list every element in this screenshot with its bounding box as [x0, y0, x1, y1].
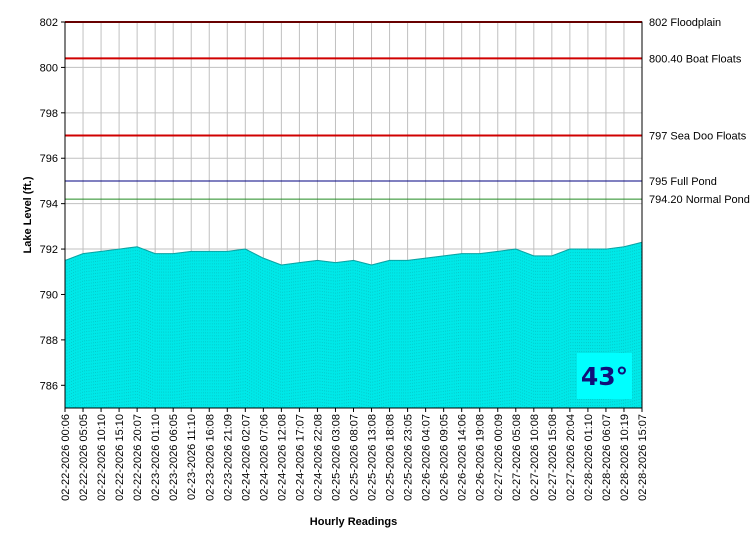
temperature-badge: 43° — [577, 353, 632, 399]
data-area — [64, 241, 643, 408]
reference-lines: 802 Floodplain 800.40 Boat Floats 797 Sea … — [65, 17, 750, 206]
y-tick-label: 786 — [40, 380, 58, 392]
x-axis-title: Hourly Readings — [310, 516, 397, 528]
x-tick-label: 02-28-2026 10:19 — [619, 414, 631, 501]
x-tick-label: 02-27-2026 15:08 — [547, 414, 559, 501]
x-tick-label: 02-27-2026 20:04 — [565, 414, 577, 501]
reference-label: 800.40 Boat Floats — [649, 53, 742, 65]
x-tick-label: 02-27-2026 05:08 — [511, 414, 523, 501]
x-tick-label: 02-25-2026 23:05 — [403, 414, 415, 501]
reference-label: 794.20 Normal Pond — [649, 194, 750, 206]
x-tick-label: 02-28-2026 15:07 — [637, 414, 649, 501]
temperature-value: 43° — [580, 361, 629, 391]
x-tick-label: 02-28-2026 06:07 — [601, 414, 613, 501]
y-tick-label: 796 — [40, 153, 58, 165]
y-axis-ticks: 786 788 790 792 794 796 798 800 802 — [40, 17, 65, 392]
x-tick-label: 02-24-2026 22:08 — [312, 414, 324, 501]
x-tick-label: 02-22-2026 15:10 — [114, 414, 126, 501]
x-tick-label: 02-22-2026 20:07 — [132, 414, 144, 501]
y-tick-label: 792 — [40, 244, 58, 256]
x-tick-label: 02-27-2026 00:09 — [493, 414, 505, 501]
x-tick-label: 02-24-2026 12:08 — [276, 414, 288, 501]
x-tick-label: 02-24-2026 17:07 — [294, 414, 306, 501]
x-tick-label: 02-23-2026 16:08 — [204, 414, 216, 501]
x-tick-label: 02-23-2026 21:09 — [222, 414, 234, 501]
x-tick-label: 02-23-2026 11:10 — [186, 414, 198, 500]
reference-label: 802 Floodplain — [649, 17, 721, 29]
y-tick-label: 788 — [40, 335, 58, 347]
reference-label: 797 Sea Doo Floats — [649, 131, 747, 143]
x-tick-label: 02-26-2026 09:05 — [439, 414, 451, 501]
y-tick-label: 802 — [40, 17, 58, 29]
x-tick-label: 02-25-2026 13:08 — [367, 414, 379, 501]
x-tick-label: 02-26-2026 14:06 — [457, 414, 469, 501]
y-axis-title: Lake Level (ft.) — [22, 176, 34, 253]
y-tick-label: 800 — [40, 62, 58, 74]
x-tick-label: 02-22-2026 05:05 — [78, 414, 90, 501]
x-tick-label: 02-22-2026 10:10 — [96, 414, 108, 501]
x-tick-label: 02-23-2026 01:10 — [150, 414, 162, 501]
x-tick-label: 02-24-2026 07:06 — [258, 414, 270, 501]
x-tick-label: 02-27-2026 10:08 — [529, 414, 541, 501]
y-tick-label: 790 — [40, 289, 58, 301]
x-tick-label: 02-26-2026 19:08 — [475, 414, 487, 501]
y-tick-label: 794 — [40, 199, 58, 211]
x-tick-label: 02-22-2026 00:06 — [60, 414, 72, 501]
x-tick-label: 02-25-2026 08:07 — [349, 414, 361, 501]
x-tick-label: 02-23-2026 06:05 — [168, 414, 180, 501]
x-tick-label: 02-25-2026 03:08 — [330, 414, 342, 501]
x-tick-label: 02-25-2026 18:08 — [385, 414, 397, 501]
series-area — [65, 242, 642, 408]
y-tick-label: 798 — [40, 108, 58, 120]
x-tick-label: 02-28-2026 01:10 — [583, 414, 595, 501]
x-tick-label: 02-26-2026 04:07 — [421, 414, 433, 501]
x-tick-label: 02-24-2026 02:07 — [240, 414, 252, 501]
x-axis-ticks: 02-22-2026 00:06 02-22-2026 05:05 02-22-20… — [60, 408, 649, 501]
reference-label: 795 Full Pond — [649, 176, 717, 188]
series-line — [64, 241, 643, 266]
